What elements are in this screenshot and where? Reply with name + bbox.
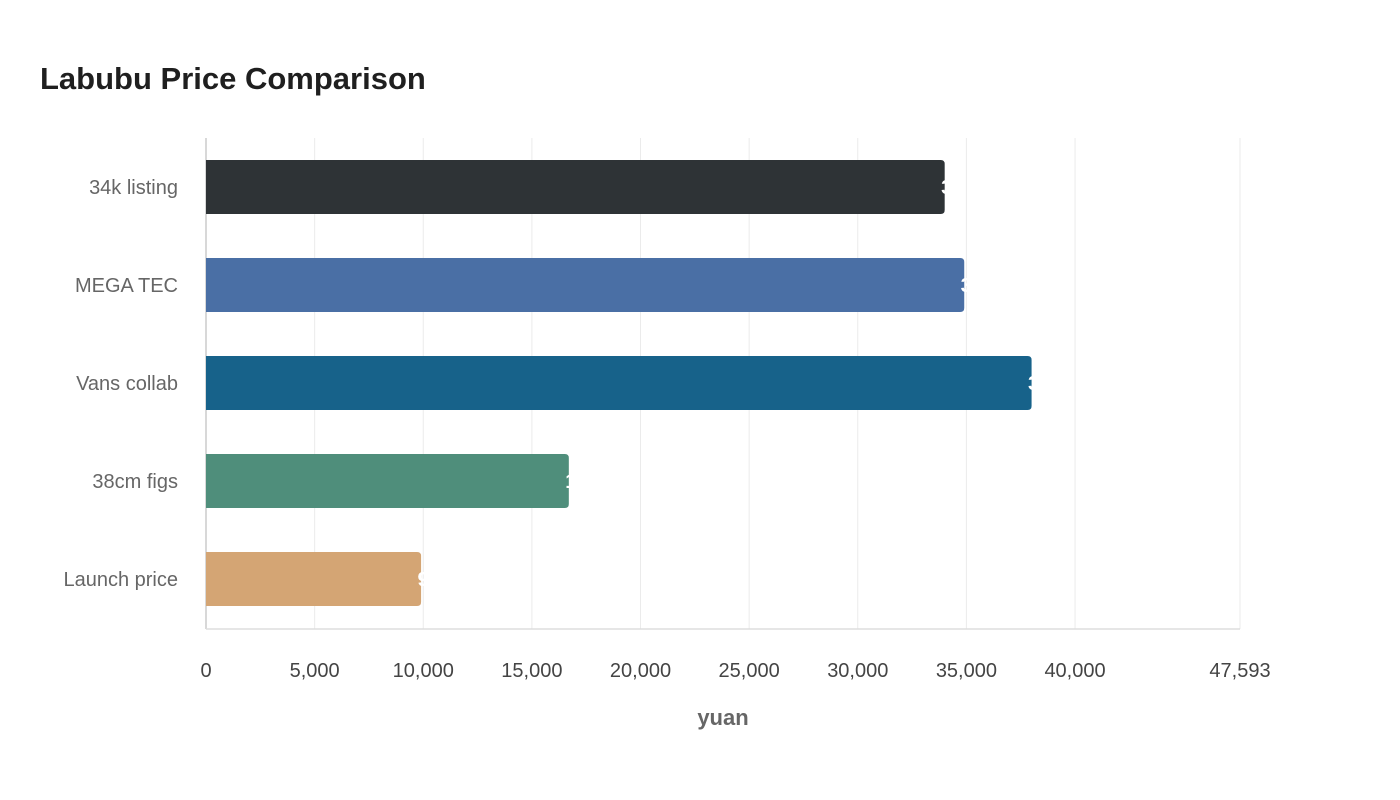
category-label: Launch price — [63, 569, 178, 591]
bar-value-label: 1 — [565, 471, 576, 493]
x-tick-label: 25,000 — [719, 660, 780, 682]
category-label: 34k listing — [89, 177, 178, 199]
chart-title: Labubu Price Comparison — [40, 61, 426, 96]
x-tick-label: 15,000 — [501, 660, 562, 682]
x-tick-label: 35,000 — [936, 660, 997, 682]
x-tick-labels: 0 5,000 10,000 15,000 20,000 25,000 30,000 35,0… — [200, 660, 1270, 682]
bar — [206, 356, 1032, 410]
x-tick-label: 0 — [200, 660, 211, 682]
bar-value-label: 9 — [418, 569, 429, 591]
category-labels: 34k listing MEGA TEC Vans collab 38cm figs L… — [63, 177, 178, 591]
x-tick-label: 30,000 — [827, 660, 888, 682]
x-tick-label: 20,000 — [610, 660, 671, 682]
bar — [206, 160, 945, 214]
bar-value-label: 3 — [941, 177, 952, 199]
x-tick-label: 47,593 — [1209, 660, 1270, 682]
x-tick-label: 40,000 — [1044, 660, 1105, 682]
bars: 3 3 3 1 9 — [206, 160, 1039, 606]
category-label: Vans collab — [76, 373, 178, 395]
bar — [206, 552, 422, 606]
bar — [206, 454, 569, 508]
x-axis-title: yuan — [697, 705, 748, 730]
x-tick-label: 10,000 — [393, 660, 454, 682]
x-tick-label: 5,000 — [290, 660, 340, 682]
bar — [206, 258, 965, 312]
category-label: MEGA TEC — [75, 275, 178, 297]
bar-value-label: 3 — [961, 275, 972, 297]
bar-value-label: 3 — [1028, 373, 1039, 395]
category-label: 38cm figs — [92, 471, 178, 493]
